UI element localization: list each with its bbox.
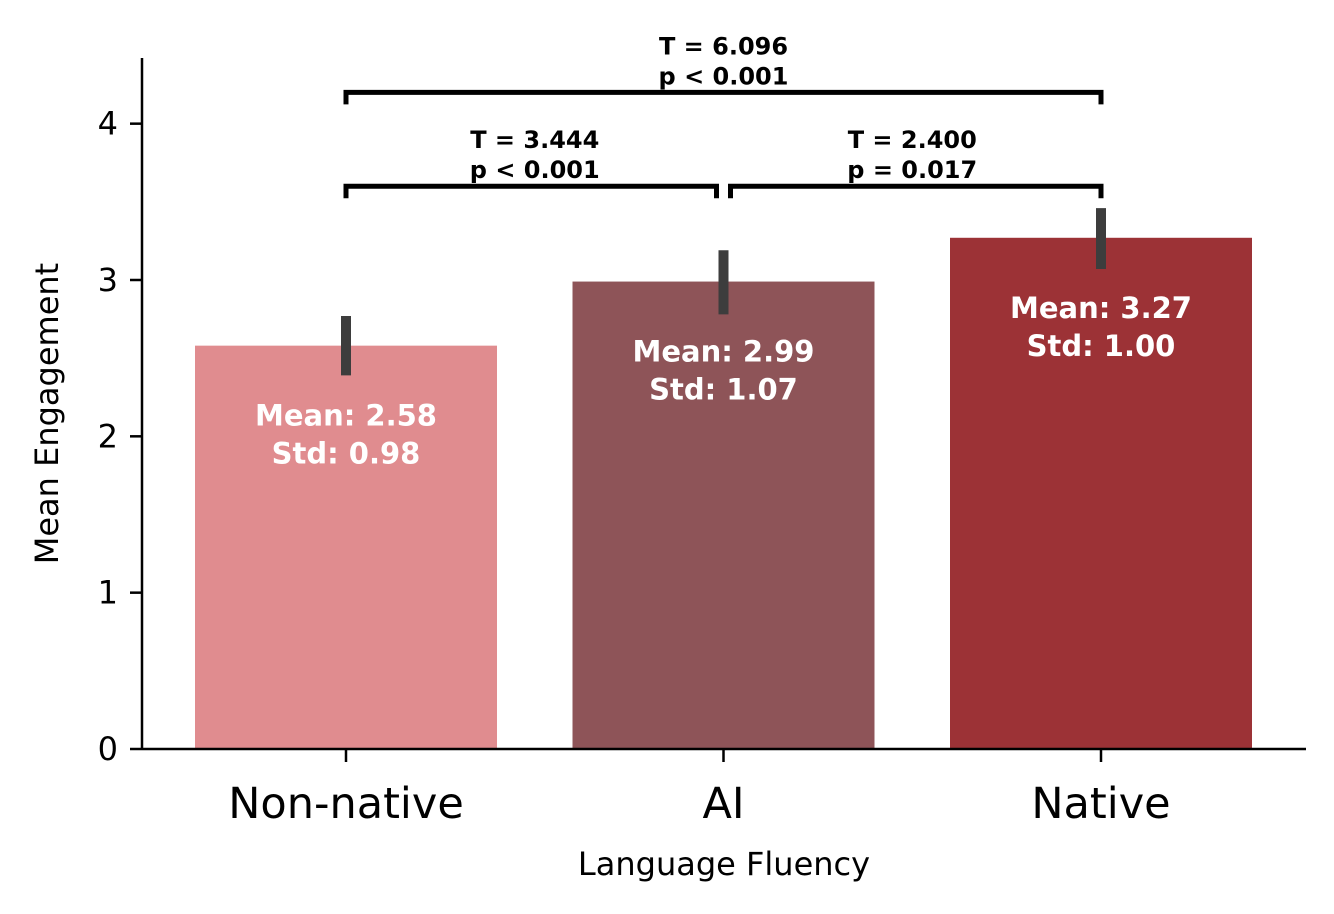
bar-std-label: Std: 1.00 <box>1027 329 1176 363</box>
significance-p-label: p < 0.001 <box>470 156 600 184</box>
bars-layer <box>195 237 1252 749</box>
bar-std-label: Std: 0.98 <box>272 437 421 471</box>
y-tick-label: 4 <box>98 105 118 143</box>
significance-t-label: T = 3.444 <box>470 126 599 154</box>
bar-std-label: Std: 1.07 <box>649 373 798 407</box>
significance-p-label: p = 0.017 <box>847 156 977 184</box>
bar-labels-layer: Mean: 2.58 Std: 0.98 Mean: 2.99 Std: 1.07 Me… <box>255 291 1192 471</box>
bar-mean-label: Mean: 2.99 <box>633 335 815 369</box>
x-tick-label: AI <box>702 779 744 829</box>
y-axis-title: Mean Engagement <box>28 263 66 564</box>
significance-bracket <box>343 89 1104 105</box>
y-tick-label: 0 <box>98 730 118 768</box>
error-bars-layer <box>341 208 1106 376</box>
bar-non-native <box>195 345 497 749</box>
x-axis-title: Language Fluency <box>578 845 870 883</box>
y-tick-label: 1 <box>98 574 118 612</box>
significance-bracket <box>728 183 1104 199</box>
y-tick-label: 2 <box>98 417 118 455</box>
y-tick-label: 3 <box>98 261 118 299</box>
significance-t-label: T = 6.096 <box>659 32 788 60</box>
significance-t-label: T = 2.400 <box>848 126 977 154</box>
significance-bracket <box>343 183 719 199</box>
bar-native <box>950 237 1252 749</box>
significance-p-label: p < 0.001 <box>659 62 789 90</box>
bar-ai <box>572 281 875 749</box>
bar-mean-label: Mean: 2.58 <box>255 399 437 433</box>
x-tick-label: Native <box>1031 779 1170 829</box>
x-tick-label: Non-native <box>228 779 464 829</box>
axes-layer: 0 1 2 3 4 Non-native AI Native <box>98 58 1306 829</box>
bar-mean-label: Mean: 3.27 <box>1010 291 1192 325</box>
